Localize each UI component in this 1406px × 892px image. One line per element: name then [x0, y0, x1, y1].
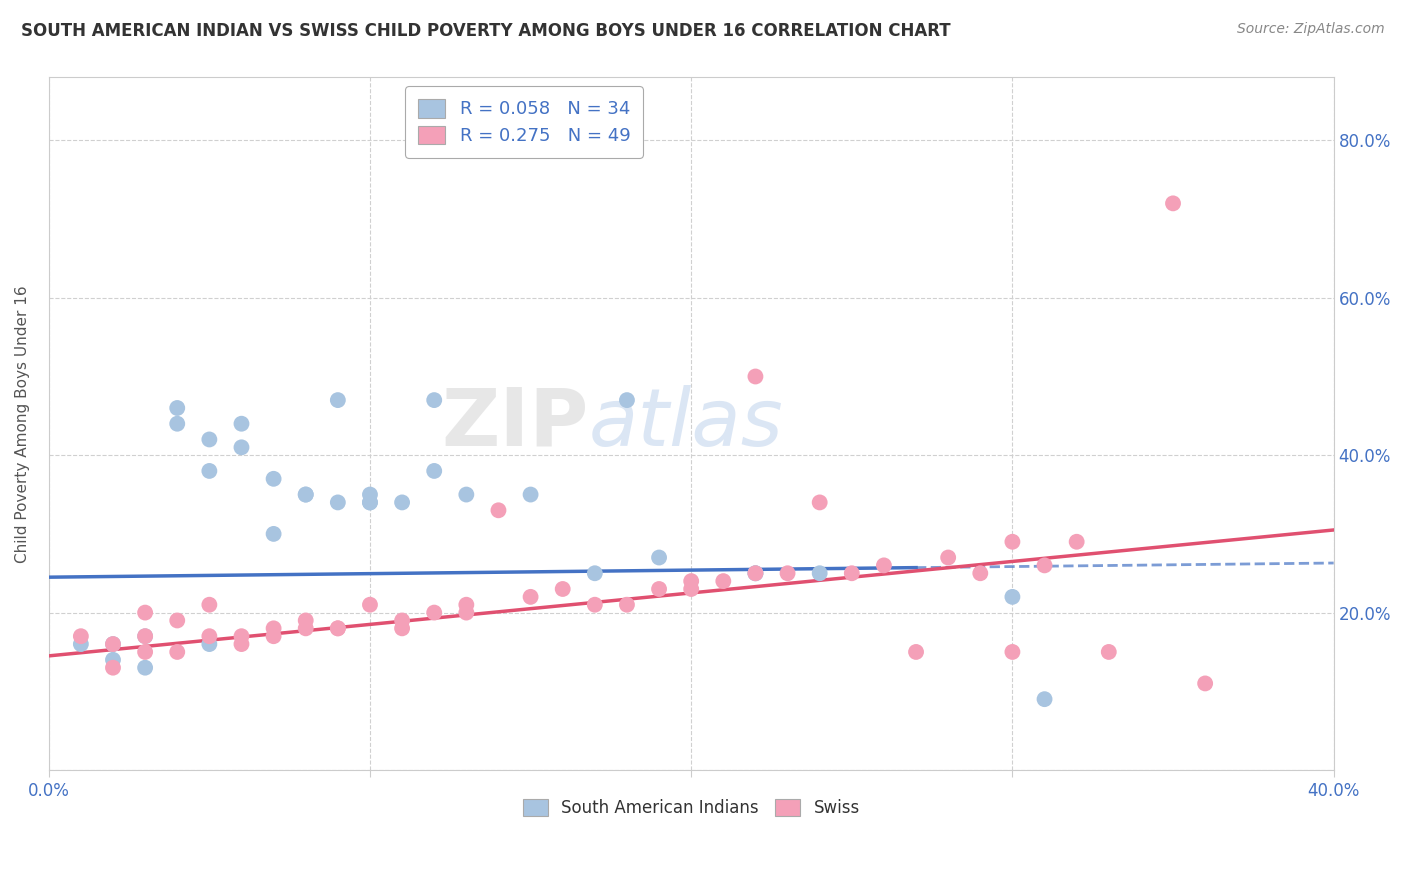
Point	[101, 637, 124, 651]
Point	[744, 566, 766, 581]
Point	[359, 495, 381, 509]
Point	[101, 661, 124, 675]
Point	[776, 566, 799, 581]
Point	[70, 637, 93, 651]
Text: atlas: atlas	[588, 384, 783, 463]
Point	[1033, 692, 1056, 706]
Text: ZIP: ZIP	[441, 384, 588, 463]
Point	[166, 614, 188, 628]
Point	[198, 637, 221, 651]
Point	[134, 629, 156, 643]
Point	[231, 417, 253, 431]
Point	[391, 495, 413, 509]
Point	[648, 582, 671, 596]
Point	[808, 495, 831, 509]
Point	[1194, 676, 1216, 690]
Point	[166, 645, 188, 659]
Point	[1033, 558, 1056, 573]
Point	[681, 582, 703, 596]
Point	[294, 614, 316, 628]
Point	[583, 566, 606, 581]
Point	[294, 487, 316, 501]
Point	[198, 433, 221, 447]
Point	[326, 621, 349, 635]
Point	[841, 566, 863, 581]
Point	[711, 574, 734, 588]
Point	[519, 487, 541, 501]
Point	[1161, 196, 1184, 211]
Text: SOUTH AMERICAN INDIAN VS SWISS CHILD POVERTY AMONG BOYS UNDER 16 CORRELATION CHA: SOUTH AMERICAN INDIAN VS SWISS CHILD POV…	[21, 22, 950, 40]
Point	[969, 566, 991, 581]
Point	[1001, 534, 1024, 549]
Point	[583, 598, 606, 612]
Point	[488, 503, 510, 517]
Point	[616, 393, 638, 408]
Point	[263, 629, 285, 643]
Point	[519, 590, 541, 604]
Point	[873, 558, 896, 573]
Point	[681, 574, 703, 588]
Point	[326, 621, 349, 635]
Point	[423, 393, 446, 408]
Point	[423, 464, 446, 478]
Y-axis label: Child Poverty Among Boys Under 16: Child Poverty Among Boys Under 16	[15, 285, 30, 563]
Point	[326, 393, 349, 408]
Point	[70, 629, 93, 643]
Point	[905, 645, 928, 659]
Point	[744, 566, 766, 581]
Point	[166, 401, 188, 415]
Point	[263, 527, 285, 541]
Point	[744, 566, 766, 581]
Point	[134, 606, 156, 620]
Text: Source: ZipAtlas.com: Source: ZipAtlas.com	[1237, 22, 1385, 37]
Point	[294, 621, 316, 635]
Point	[1001, 645, 1024, 659]
Point	[648, 550, 671, 565]
Point	[263, 621, 285, 635]
Point	[134, 629, 156, 643]
Point	[359, 598, 381, 612]
Point	[1066, 534, 1088, 549]
Point	[391, 614, 413, 628]
Point	[263, 472, 285, 486]
Point	[231, 629, 253, 643]
Point	[134, 661, 156, 675]
Point	[101, 653, 124, 667]
Point	[744, 369, 766, 384]
Point	[1001, 590, 1024, 604]
Point	[134, 645, 156, 659]
Point	[423, 606, 446, 620]
Point	[808, 566, 831, 581]
Point	[198, 464, 221, 478]
Point	[359, 487, 381, 501]
Point	[198, 598, 221, 612]
Point	[616, 598, 638, 612]
Point	[166, 417, 188, 431]
Legend: South American Indians, Swiss: South American Indians, Swiss	[516, 792, 866, 824]
Point	[326, 495, 349, 509]
Point	[936, 550, 959, 565]
Point	[359, 495, 381, 509]
Point	[551, 582, 574, 596]
Point	[231, 637, 253, 651]
Point	[456, 487, 478, 501]
Point	[391, 621, 413, 635]
Point	[456, 598, 478, 612]
Point	[231, 440, 253, 454]
Point	[1098, 645, 1121, 659]
Point	[294, 487, 316, 501]
Point	[456, 606, 478, 620]
Point	[101, 637, 124, 651]
Point	[198, 629, 221, 643]
